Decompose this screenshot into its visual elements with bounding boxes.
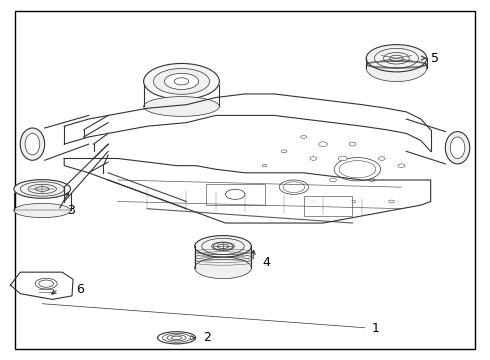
Bar bbox=[206, 184, 265, 205]
Text: 1: 1 bbox=[372, 322, 380, 335]
Ellipse shape bbox=[25, 134, 40, 155]
Ellipse shape bbox=[20, 128, 45, 160]
Ellipse shape bbox=[281, 150, 287, 153]
Text: 2: 2 bbox=[203, 331, 211, 344]
Ellipse shape bbox=[330, 178, 336, 182]
Ellipse shape bbox=[153, 68, 210, 94]
Ellipse shape bbox=[310, 157, 317, 160]
Ellipse shape bbox=[174, 78, 189, 85]
Ellipse shape bbox=[378, 157, 385, 160]
Ellipse shape bbox=[311, 200, 317, 203]
Ellipse shape bbox=[144, 63, 220, 99]
Ellipse shape bbox=[301, 135, 307, 138]
Ellipse shape bbox=[366, 45, 427, 72]
Ellipse shape bbox=[398, 164, 405, 167]
Text: 4: 4 bbox=[262, 256, 270, 269]
Ellipse shape bbox=[164, 73, 198, 89]
Text: 6: 6 bbox=[76, 283, 84, 296]
Ellipse shape bbox=[349, 142, 356, 146]
Ellipse shape bbox=[195, 257, 251, 279]
Ellipse shape bbox=[389, 200, 394, 203]
Ellipse shape bbox=[369, 179, 375, 181]
Ellipse shape bbox=[445, 132, 470, 164]
Ellipse shape bbox=[366, 54, 427, 82]
Text: 3: 3 bbox=[67, 204, 74, 217]
Ellipse shape bbox=[450, 137, 465, 158]
Text: 5: 5 bbox=[431, 51, 439, 64]
Ellipse shape bbox=[195, 235, 251, 257]
Ellipse shape bbox=[14, 203, 71, 218]
Ellipse shape bbox=[349, 200, 355, 203]
Ellipse shape bbox=[158, 332, 196, 344]
Bar bbox=[304, 196, 352, 216]
Ellipse shape bbox=[338, 156, 347, 161]
Ellipse shape bbox=[319, 142, 328, 147]
Ellipse shape bbox=[14, 180, 71, 198]
Ellipse shape bbox=[262, 165, 267, 167]
Ellipse shape bbox=[144, 96, 220, 116]
Ellipse shape bbox=[279, 180, 309, 194]
Ellipse shape bbox=[334, 158, 381, 181]
